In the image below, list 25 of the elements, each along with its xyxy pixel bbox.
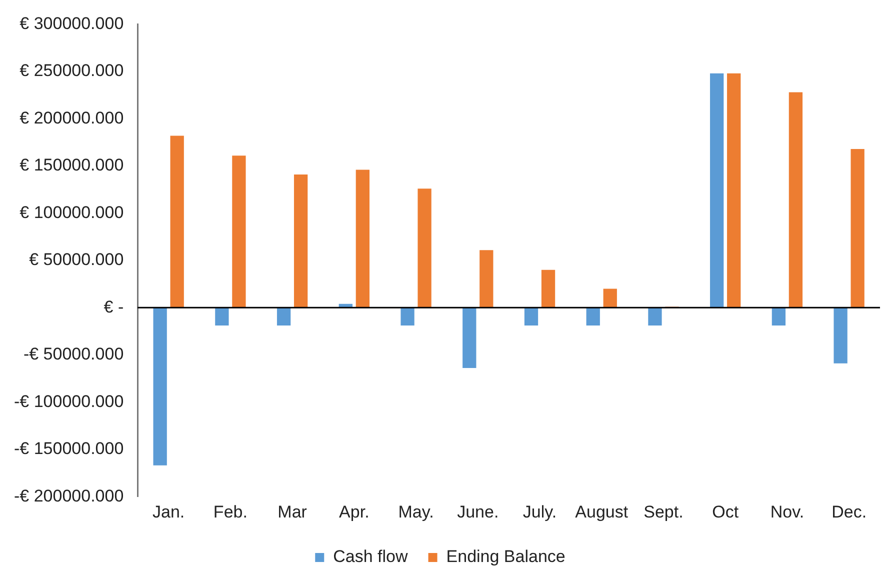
y-tick-label: € - — [104, 297, 124, 316]
y-tick-label: € 100000.000 — [20, 202, 124, 222]
x-tick-label: Mar — [278, 502, 308, 522]
y-tick-label: -€ 200000.000 — [14, 486, 124, 506]
legend-label: Ending Balance — [446, 547, 566, 566]
x-tick-label: Sept. — [644, 502, 684, 522]
x-tick-label: Oct — [712, 502, 739, 522]
x-tick-label: Feb. — [213, 502, 248, 522]
y-tick-label: € 200000.000 — [20, 108, 124, 128]
x-tick-label: July. — [522, 502, 557, 522]
x-tick-label: Apr. — [339, 502, 370, 522]
x-tick-label: Jan. — [152, 502, 185, 522]
y-tick-label: -€ 100000.000 — [14, 392, 124, 411]
x-tick-label: Dec. — [832, 502, 867, 522]
legend-label: Cash flow — [333, 547, 408, 566]
y-tick-label: € 150000.000 — [20, 156, 124, 175]
x-tick-label: August — [575, 502, 628, 522]
x-tick-label: Nov. — [770, 502, 804, 522]
y-tick-label: € 300000.000 — [20, 14, 124, 33]
y-tick-label: € 50000.000 — [29, 250, 124, 270]
y-tick-label: -€ 150000.000 — [14, 439, 124, 458]
y-tick-label: -€ 50000.000 — [23, 344, 124, 364]
y-tick-label: € 250000.000 — [20, 61, 124, 80]
x-tick-label: June. — [457, 502, 499, 522]
x-tick-label: May. — [398, 502, 434, 522]
